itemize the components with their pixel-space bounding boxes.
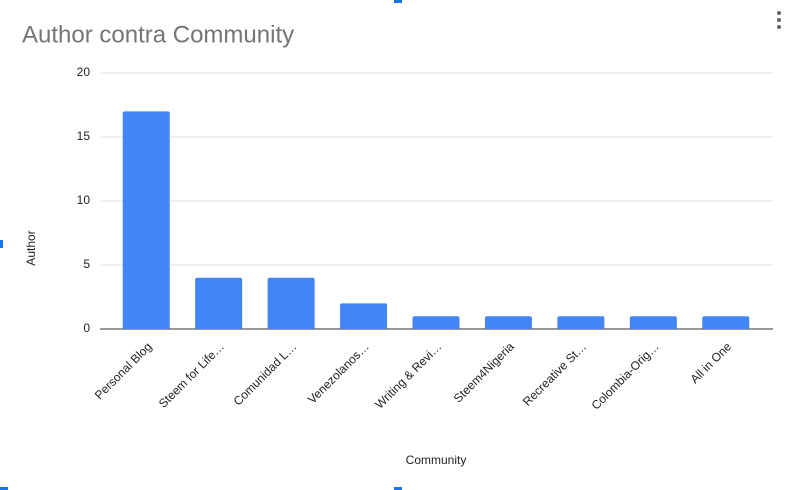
chart-title: Author contra Community: [22, 21, 294, 48]
bar: [267, 277, 315, 329]
x-tick-label: Recreative St…: [520, 339, 589, 408]
bar: [195, 277, 243, 329]
x-tick-label: Personal Blog: [92, 339, 155, 402]
x-tick-label: All in One: [687, 339, 734, 386]
y-tick-label: 20: [77, 65, 91, 79]
bar: [412, 316, 460, 329]
y-tick-label: 5: [83, 257, 90, 271]
bar: [340, 303, 388, 329]
y-axis-label: Author: [24, 230, 38, 265]
bar: [629, 316, 677, 329]
x-tick-label: Venezolanos…: [305, 339, 372, 406]
x-tick-label: Writing & Revi…: [372, 339, 444, 411]
x-tick-label: Steem for Life…: [156, 339, 227, 410]
menu[interactable]: [777, 11, 781, 29]
x-tick-label: Comunidad L…: [231, 339, 300, 408]
x-tick-label: Colombia-Orig…: [589, 339, 662, 412]
bar: [484, 316, 532, 329]
y-tick-label: 15: [77, 129, 91, 143]
y-tick-label: 0: [83, 321, 90, 335]
bar: [702, 316, 750, 329]
x-axis-label: Community: [406, 453, 467, 467]
selection-handles: [0, 0, 402, 490]
bar: [557, 316, 605, 329]
bar: [122, 111, 170, 330]
x-tick-label: Steem4Nigeria: [451, 339, 517, 405]
y-tick-label: 10: [77, 193, 91, 207]
